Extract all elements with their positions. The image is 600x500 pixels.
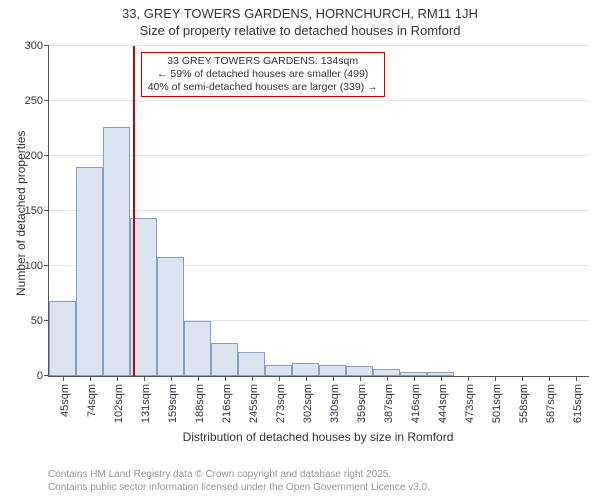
x-tick-label: 444sqm xyxy=(437,382,449,423)
property-marker-line xyxy=(133,46,135,376)
x-tick-label: 273sqm xyxy=(275,382,287,423)
x-tick-mark xyxy=(90,376,91,381)
x-tick-label: 45sqm xyxy=(59,382,71,417)
histogram-bar xyxy=(265,365,292,376)
y-axis-label: Number of detached properties xyxy=(14,131,28,296)
histogram-bar xyxy=(292,363,319,376)
x-tick-label: 330sqm xyxy=(329,382,341,423)
x-tick-mark xyxy=(198,376,199,381)
y-tick-label: 200 xyxy=(25,150,49,162)
chart-container: 33, GREY TOWERS GARDENS, HORNCHURCH, RM1… xyxy=(0,0,600,500)
x-tick-label: 188sqm xyxy=(194,382,206,423)
y-tick-label: 50 xyxy=(31,315,49,327)
x-tick-label: 102sqm xyxy=(113,382,125,423)
footer-line1: Contains HM Land Registry data © Crown c… xyxy=(48,469,430,482)
y-gridline xyxy=(49,45,589,46)
x-tick-label: 416sqm xyxy=(410,382,422,423)
y-tick-label: 300 xyxy=(25,40,49,52)
x-tick-label: 131sqm xyxy=(140,382,152,423)
annotation-line: ← 59% of detached houses are smaller (49… xyxy=(148,68,378,81)
y-gridline xyxy=(49,100,589,101)
y-tick-label: 100 xyxy=(25,260,49,272)
x-tick-mark xyxy=(387,376,388,381)
property-annotation: 33 GREY TOWERS GARDENS: 134sqm← 59% of d… xyxy=(141,52,385,97)
x-tick-mark xyxy=(279,376,280,381)
y-tick-label: 0 xyxy=(37,370,49,382)
histogram-bar xyxy=(157,257,184,376)
y-gridline xyxy=(49,210,589,211)
footer-attribution: Contains HM Land Registry data © Crown c… xyxy=(48,469,430,494)
x-axis-label: Distribution of detached houses by size … xyxy=(48,430,588,444)
x-tick-label: 501sqm xyxy=(491,382,503,423)
x-tick-label: 587sqm xyxy=(545,382,557,423)
y-tick-label: 250 xyxy=(25,95,49,107)
x-tick-mark xyxy=(63,376,64,381)
x-tick-mark xyxy=(360,376,361,381)
y-tick-label: 150 xyxy=(25,205,49,217)
x-tick-mark xyxy=(441,376,442,381)
chart-title-line2: Size of property relative to detached ho… xyxy=(0,21,600,38)
x-tick-mark xyxy=(144,376,145,381)
x-tick-label: 473sqm xyxy=(464,382,476,423)
x-tick-label: 558sqm xyxy=(518,382,530,423)
histogram-bar xyxy=(184,321,211,376)
x-tick-mark xyxy=(252,376,253,381)
annotation-line: 40% of semi-detached houses are larger (… xyxy=(148,81,378,94)
histogram-bar xyxy=(76,167,103,376)
histogram-bar xyxy=(49,301,76,376)
x-tick-label: 74sqm xyxy=(86,382,98,417)
footer-line2: Contains public sector information licen… xyxy=(48,482,430,495)
y-gridline xyxy=(49,155,589,156)
x-tick-mark xyxy=(468,376,469,381)
x-tick-mark xyxy=(549,376,550,381)
x-tick-label: 216sqm xyxy=(221,382,233,423)
x-tick-mark xyxy=(414,376,415,381)
histogram-bar xyxy=(373,369,400,376)
histogram-bar xyxy=(211,343,238,376)
x-tick-label: 387sqm xyxy=(383,382,395,423)
histogram-bar xyxy=(103,127,130,376)
x-tick-mark xyxy=(171,376,172,381)
plot-area: 05010015020025030045sqm74sqm102sqm131sqm… xyxy=(48,46,589,377)
x-tick-mark xyxy=(576,376,577,381)
x-tick-mark xyxy=(225,376,226,381)
x-tick-mark xyxy=(522,376,523,381)
histogram-bar xyxy=(238,352,265,376)
histogram-bar xyxy=(319,365,346,376)
x-tick-label: 245sqm xyxy=(248,382,260,423)
x-tick-label: 615sqm xyxy=(572,382,584,423)
histogram-bar xyxy=(346,366,373,376)
x-tick-mark xyxy=(495,376,496,381)
x-tick-label: 359sqm xyxy=(356,382,368,423)
x-tick-label: 302sqm xyxy=(302,382,314,423)
chart-title-line1: 33, GREY TOWERS GARDENS, HORNCHURCH, RM1… xyxy=(0,0,600,21)
x-tick-mark xyxy=(117,376,118,381)
x-tick-mark xyxy=(333,376,334,381)
x-tick-label: 159sqm xyxy=(167,382,179,423)
x-tick-mark xyxy=(306,376,307,381)
annotation-line: 33 GREY TOWERS GARDENS: 134sqm xyxy=(148,55,378,68)
